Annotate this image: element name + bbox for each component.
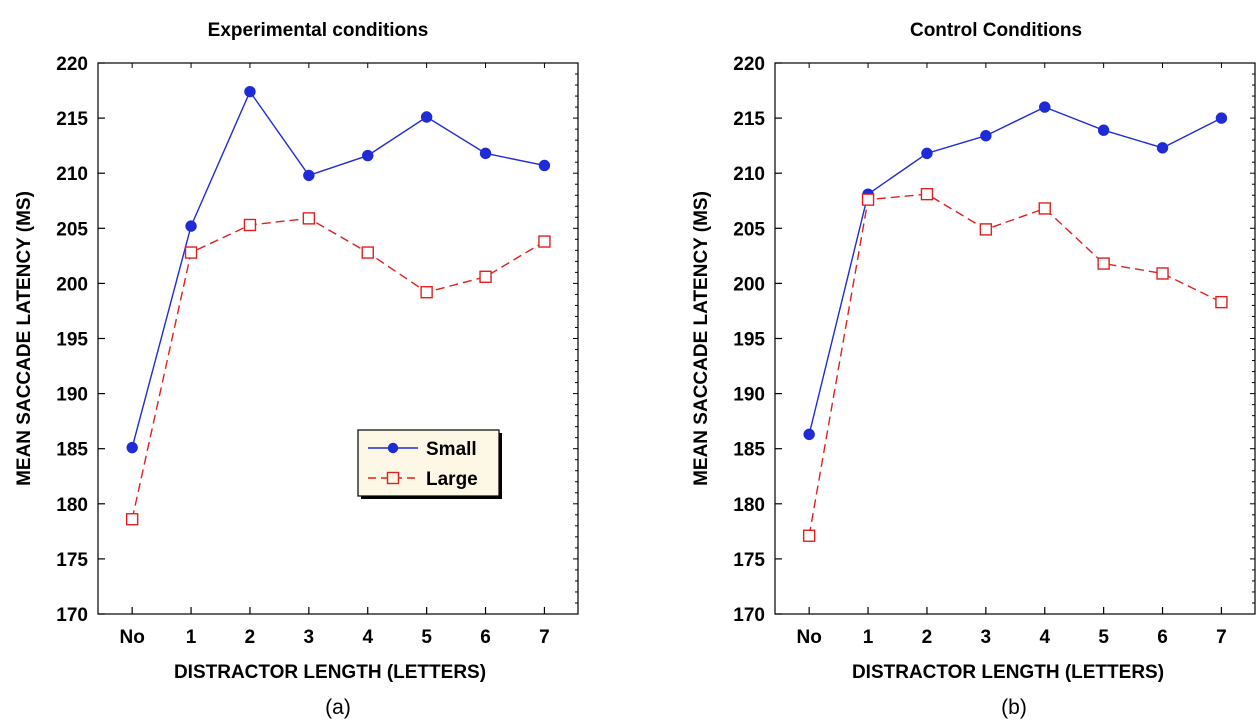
x-tick-label: No [796, 627, 821, 648]
y-tick-label: 210 [733, 164, 765, 185]
x-tick-label: 1 [186, 627, 197, 648]
y-tick-label: 220 [733, 54, 765, 75]
data-point-large [1215, 295, 1228, 309]
data-point-small [1097, 124, 1110, 136]
data-point-large [1097, 257, 1110, 270]
data-point-large [125, 513, 139, 526]
legend-label: Small [426, 439, 477, 460]
data-point-large [184, 246, 198, 259]
panel-label: (a) [325, 696, 351, 719]
data-point-small [1215, 112, 1228, 124]
chart-panel-a: Experimental conditions17017518018519019… [14, 20, 579, 719]
y-tick-label: 200 [733, 274, 765, 295]
x-tick-label: 4 [1039, 627, 1050, 648]
data-point-small [420, 111, 433, 123]
data-point-small [980, 130, 992, 142]
y-tick-label: 205 [733, 219, 765, 240]
y-tick-label: 220 [56, 54, 88, 75]
y-tick-label: 190 [733, 385, 765, 406]
legend-marker [386, 471, 400, 485]
data-point-large [479, 270, 492, 283]
y-tick-label: 180 [733, 495, 765, 516]
data-point-small [185, 220, 197, 232]
legend-box [357, 429, 500, 497]
chart-legend: Small Large [357, 429, 502, 499]
data-point-large [861, 193, 875, 206]
x-tick-label: 7 [1216, 627, 1227, 648]
data-point-large [802, 529, 816, 542]
y-axis-label: MEAN SACCADE LATENCY (MS) [14, 191, 35, 486]
chart-title: Experimental conditions [208, 20, 429, 41]
y-tick-label: 215 [733, 109, 765, 130]
x-tick-label: 6 [480, 627, 491, 648]
x-axis-label: DISTRACTOR LENGTH (LETTERS) [852, 662, 1164, 683]
x-tick-label: 5 [421, 627, 432, 648]
data-point-small [244, 85, 256, 98]
y-tick-label: 195 [56, 330, 88, 351]
y-tick-label: 185 [733, 440, 765, 461]
chart-title: Control Conditions [910, 20, 1082, 41]
x-tick-label: 7 [539, 627, 550, 648]
y-tick-label: 215 [56, 109, 88, 130]
data-point-small [921, 147, 933, 160]
series-line-small [808, 106, 1222, 435]
series-line-large [808, 193, 1222, 536]
y-tick-label: 210 [56, 164, 88, 185]
panel-label: (b) [1001, 696, 1027, 719]
data-point-large [979, 223, 993, 236]
y-tick-label: 185 [56, 440, 88, 461]
data-point-large [302, 212, 316, 225]
x-tick-label: 4 [362, 627, 373, 648]
series-small [803, 101, 1228, 441]
x-tick-label: No [119, 627, 144, 648]
data-point-small [303, 169, 315, 182]
x-tick-label: 3 [304, 627, 315, 648]
data-point-small [1039, 101, 1051, 113]
data-point-large [920, 187, 934, 201]
x-tick-label: 1 [863, 627, 874, 648]
data-point-large [361, 246, 374, 259]
y-tick-label: 190 [56, 385, 88, 406]
legend-marker [387, 442, 399, 454]
y-axis-label: MEAN SACCADE LATENCY (MS) [691, 191, 712, 486]
series-large [802, 187, 1228, 542]
data-point-large [1156, 267, 1169, 280]
x-tick-label: 5 [1098, 627, 1109, 648]
series-line-large [131, 217, 545, 520]
data-point-small [479, 147, 492, 160]
data-point-large [538, 235, 551, 248]
plot-frame [774, 62, 1256, 615]
x-tick-label: 6 [1157, 627, 1168, 648]
data-point-small [126, 441, 138, 454]
data-point-small [538, 159, 551, 172]
y-tick-label: 175 [733, 550, 765, 571]
x-axis-label: DISTRACTOR LENGTH (LETTERS) [174, 662, 486, 683]
y-tick-label: 195 [733, 330, 765, 351]
x-tick-label: 2 [922, 627, 933, 648]
x-tick-label: 3 [981, 627, 992, 648]
y-tick-label: 180 [56, 495, 88, 516]
data-point-large [1038, 202, 1051, 215]
data-point-small [362, 149, 374, 162]
data-point-large [243, 218, 257, 232]
plot-frame [97, 62, 579, 615]
legend-label: Large [426, 469, 478, 490]
y-tick-label: 170 [56, 605, 88, 626]
y-tick-label: 200 [56, 274, 88, 295]
y-tick-label: 175 [56, 550, 88, 571]
series-large [125, 212, 551, 526]
data-point-large [420, 286, 433, 299]
x-tick-label: 2 [245, 627, 256, 648]
y-tick-label: 170 [733, 605, 765, 626]
chart-panel-b: Control Conditions1701751801851901952002… [691, 20, 1256, 719]
series-line-small [131, 90, 545, 448]
data-point-small [803, 428, 815, 441]
series-small [126, 85, 551, 454]
y-tick-label: 205 [56, 219, 88, 240]
data-point-small [1156, 142, 1169, 154]
